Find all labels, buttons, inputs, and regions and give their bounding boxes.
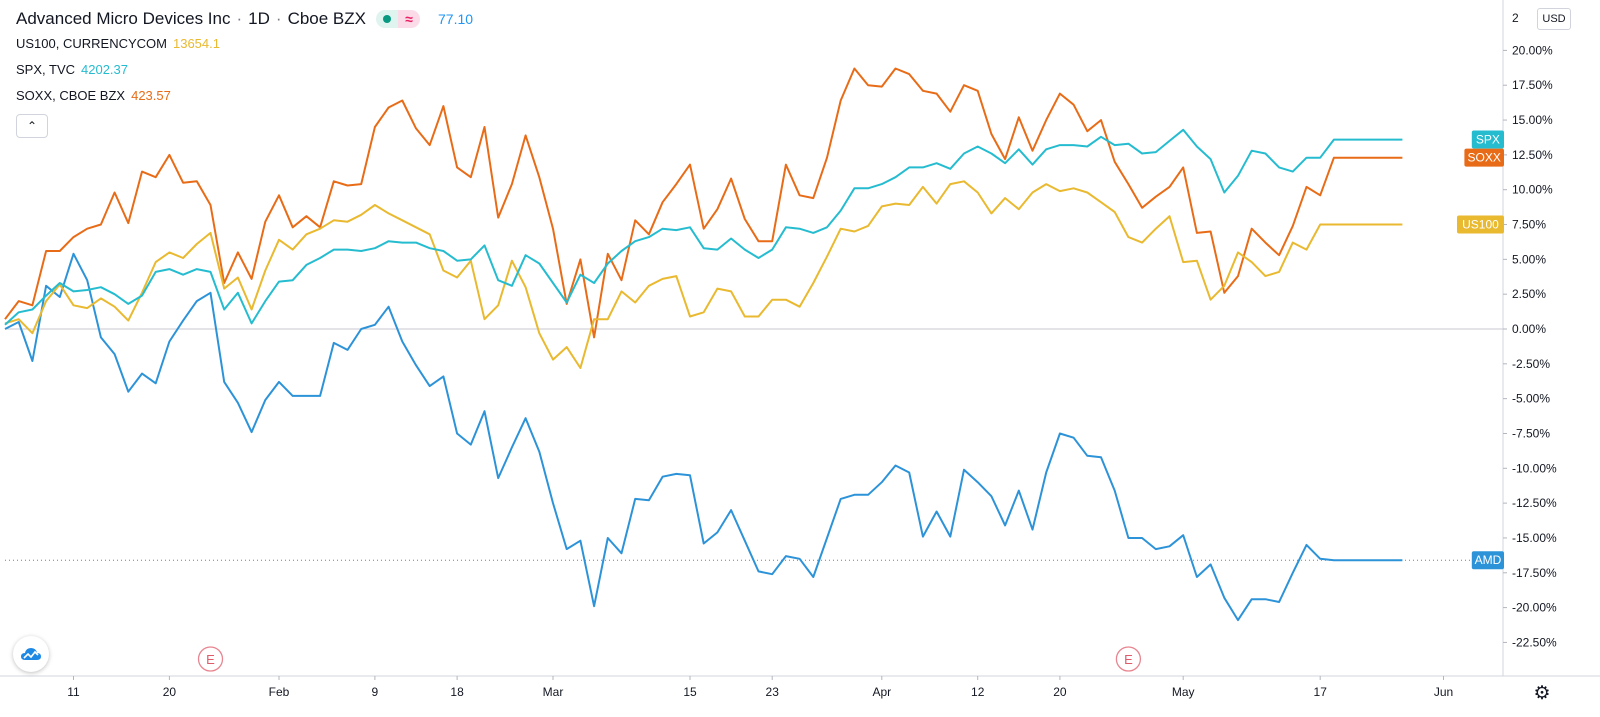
y-tick-label: 0.00% [1512, 322, 1546, 336]
compare-legend-soxx[interactable]: SOXX, CBOE BZX 423.57 [16, 82, 473, 108]
y-tick-label: 20.00% [1512, 43, 1553, 57]
compare-value: 4202.37 [81, 61, 129, 77]
chevron-up-icon: ⌃ [26, 119, 38, 133]
y-tick-label: -12.50% [1512, 496, 1557, 510]
x-tick-label: Apr [872, 685, 891, 699]
price-tag-label: SOXX [1468, 151, 1501, 165]
earnings-marker-label: E [1124, 652, 1133, 667]
settings-button[interactable]: ⚙ [1531, 682, 1553, 704]
x-tick-label: 11 [67, 685, 80, 699]
compare-value: 13654.1 [172, 35, 220, 51]
legend-separator: · [236, 9, 243, 28]
y-tick-label: -20.00% [1512, 601, 1557, 615]
price-tag-label: AMD [1475, 553, 1502, 567]
status-pill[interactable]: ≈ [376, 10, 420, 28]
exchange-label: Cboe BZX [287, 9, 366, 28]
series-line-spx [4, 128, 1403, 326]
grid-layer [5, 328, 1503, 561]
y-tick-label: 15.00% [1512, 113, 1553, 127]
series-line-soxx [4, 67, 1403, 339]
interval-label: 1D [248, 9, 270, 28]
earnings-marker[interactable] [1115, 646, 1142, 672]
series-line-amd [4, 252, 1403, 622]
compare-value: 423.57 [131, 87, 171, 103]
x-tick-label: 17 [1314, 685, 1328, 699]
gear-icon: ⚙ [1533, 682, 1551, 704]
market-open-icon [376, 10, 398, 28]
compare-label: US100, CURRENCYCOM [16, 35, 167, 51]
axis-layer: 20.00%17.50%15.00%12.50%10.00%7.50%5.00%… [0, 0, 1600, 699]
legend-separator: · [275, 9, 282, 28]
price-tag-soxx [1464, 148, 1504, 167]
approx-data-icon: ≈ [398, 10, 420, 28]
x-tick-label: 18 [450, 685, 464, 699]
y-tick-label: 5.00% [1512, 252, 1546, 266]
y-tick-label: -5.00% [1512, 392, 1550, 406]
y-tick-label: 10.00% [1512, 183, 1553, 197]
y-tick-label: 2.50% [1512, 287, 1546, 301]
y-tick-label: 12.50% [1512, 148, 1553, 162]
cloud-chart-icon [21, 648, 41, 660]
series-line-us100 [4, 180, 1403, 369]
y-tick-label: 17.50% [1512, 78, 1553, 92]
currency-button[interactable]: USD [1537, 8, 1571, 30]
earnings-marker-label: E [206, 652, 215, 667]
earnings-marker[interactable] [197, 646, 224, 672]
y-tick-label: -7.50% [1512, 426, 1550, 440]
compare-legend-spx[interactable]: SPX, TVC 4202.37 [16, 56, 473, 82]
collapse-legend-button[interactable]: ⌃ [16, 114, 48, 138]
y-tick-label: -17.50% [1512, 566, 1557, 580]
compare-legend-us100[interactable]: US100, CURRENCYCOM 13654.1 [16, 30, 473, 56]
x-tick-label: 15 [683, 685, 697, 699]
legend: Advanced Micro Devices Inc · 1D · Cboe B… [16, 8, 473, 138]
x-tick-label: Feb [269, 685, 290, 699]
price-tag-us100 [1457, 215, 1504, 234]
y-tick-label: 2 [1512, 11, 1519, 25]
compare-label: SOXX, CBOE BZX [16, 87, 126, 103]
x-tick-label: 20 [1053, 685, 1067, 699]
x-tick-label: Mar [543, 685, 564, 699]
x-tick-label: 20 [163, 685, 177, 699]
x-tick-label: 9 [372, 685, 379, 699]
compare-label: SPX, TVC [16, 61, 76, 77]
price-tag-amd [1471, 551, 1504, 570]
main-symbol-name: Advanced Micro Devices Inc [16, 9, 231, 28]
y-tick-label: -22.50% [1512, 635, 1557, 649]
x-tick-label: 23 [766, 685, 780, 699]
x-tick-label: Jun [1434, 685, 1453, 699]
series-layer [4, 67, 1403, 622]
price-tag-label: US100 [1462, 218, 1499, 232]
price-tag-label: SPX [1476, 133, 1500, 147]
y-tick-label: -10.00% [1512, 461, 1557, 475]
marker-layer: SPX SOXX US100 AMD E E [197, 130, 1504, 672]
tradingview-logo[interactable] [13, 636, 49, 672]
x-tick-label: 12 [971, 685, 985, 699]
y-tick-label: -15.00% [1512, 531, 1557, 545]
y-tick-label: 7.50% [1512, 218, 1546, 232]
main-series-value: 77.10 [438, 11, 474, 27]
x-tick-label: May [1172, 685, 1195, 699]
price-tag-spx [1471, 130, 1504, 149]
y-tick-label: -2.50% [1512, 357, 1550, 371]
main-series-legend[interactable]: Advanced Micro Devices Inc · 1D · Cboe B… [16, 8, 473, 30]
